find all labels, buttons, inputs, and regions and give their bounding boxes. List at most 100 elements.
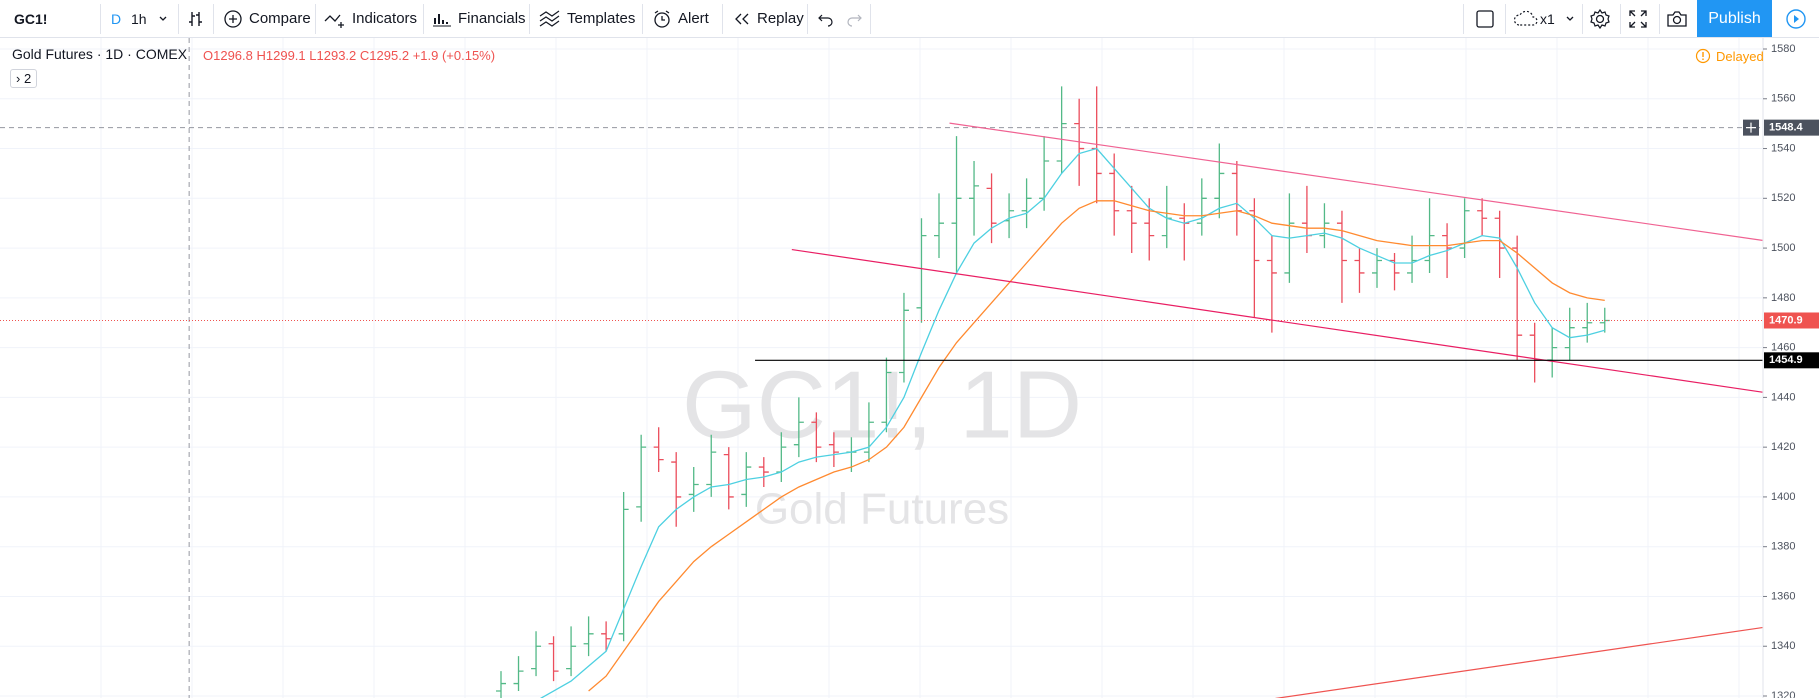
- undo-button[interactable]: [817, 0, 841, 37]
- ohlc-bar: [934, 193, 944, 259]
- ohlc-bar: [1266, 235, 1277, 333]
- ohlc-bar: [1021, 178, 1032, 229]
- separator: [213, 4, 214, 34]
- compare-label: Compare: [249, 10, 311, 27]
- separator: [1659, 4, 1660, 34]
- redo-button[interactable]: [845, 0, 869, 37]
- layout-button[interactable]: [1475, 0, 1501, 37]
- ohlc-bar: [1582, 302, 1593, 343]
- y-tick-label: 1420: [1771, 441, 1795, 453]
- zoom[interactable]: x1: [1540, 10, 1555, 27]
- y-tick-label: 1500: [1771, 242, 1795, 254]
- alert-label: Alert: [678, 10, 709, 27]
- settings-button[interactable]: [1589, 0, 1617, 37]
- separator: [870, 4, 871, 34]
- ohlc-bar: [1126, 185, 1137, 254]
- ohlc-bar: [916, 218, 927, 323]
- separator: [807, 4, 808, 34]
- zoom-chevron[interactable]: [1565, 0, 1581, 37]
- trend-line: [791, 248, 1763, 393]
- trend-line: [1275, 626, 1763, 698]
- ohlc-bar: [618, 491, 629, 642]
- interval-prefix[interactable]: D: [111, 10, 122, 27]
- snapshot-button[interactable]: [1666, 0, 1694, 37]
- trend-line: [949, 122, 1763, 241]
- separator: [642, 4, 643, 34]
- ohlc-bar: [811, 412, 822, 463]
- moving-average: [539, 147, 1605, 698]
- legend-open: O1296.8: [203, 48, 253, 63]
- indicators-label: Indicators: [352, 10, 418, 27]
- ohlc-bar: [1196, 178, 1207, 236]
- moving-average: [588, 200, 1605, 692]
- separator: [1620, 4, 1621, 34]
- financials-label: Financials: [458, 10, 526, 27]
- ohlc-bar: [583, 616, 594, 657]
- replay-button[interactable]: Replay: [733, 0, 804, 37]
- ohlc-bar: [566, 626, 577, 677]
- y-tick-label: 1320: [1771, 690, 1795, 698]
- interval-chevron[interactable]: [158, 0, 174, 37]
- bar-style[interactable]: [187, 0, 211, 37]
- last-price-label: 1470.9: [1769, 314, 1803, 326]
- ohlc-bar: [793, 397, 804, 458]
- alert-button[interactable]: Alert: [652, 0, 709, 37]
- separator: [315, 4, 316, 34]
- crosshair-price-label-bg: [1764, 119, 1819, 136]
- separator: [722, 4, 723, 34]
- stream-button[interactable]: [1785, 0, 1813, 37]
- legend-collapsed-count: 2: [23, 71, 32, 86]
- ohlc-bar: [531, 631, 542, 677]
- y-tick-label: 1360: [1771, 590, 1795, 602]
- y-tick-label: 1520: [1771, 192, 1795, 204]
- legend-close: C1295.2: [359, 48, 410, 63]
- ohlc-bar: [758, 457, 769, 487]
- ohlc-bar: [1389, 253, 1400, 291]
- separator: [100, 4, 101, 34]
- last-price-label-bg: [1764, 312, 1819, 329]
- ohlc-bar: [601, 621, 612, 652]
- financials-button[interactable]: Financials: [432, 0, 526, 37]
- crosshair-plus: [1746, 122, 1756, 133]
- y-tick-label: 1580: [1771, 43, 1795, 55]
- fullscreen-button[interactable]: [1628, 0, 1654, 37]
- compare-button[interactable]: Compare: [223, 0, 311, 37]
- delayed-status: Delayed: [1695, 48, 1764, 64]
- templates-label: Templates: [567, 10, 636, 27]
- legend-values: O1296.8 H1299.1 L1293.2 C1295.2 +1.9 (+0…: [203, 48, 495, 63]
- ohlc-bar: [688, 467, 699, 512]
- legend-high: H1299.1: [256, 48, 306, 63]
- crosshair-price-label: 1548.4: [1769, 122, 1804, 134]
- chart-background: [0, 38, 1819, 698]
- ohlc-bar: [1564, 307, 1575, 361]
- separator: [178, 4, 179, 34]
- ohlc-bar: [1424, 198, 1435, 273]
- y-tick-label: 1440: [1771, 391, 1795, 403]
- y-tick-label: 1400: [1771, 491, 1795, 503]
- ohlc-bar: [1354, 248, 1365, 293]
- indicators-button[interactable]: Indicators: [324, 0, 417, 37]
- ohlc-bar: [986, 173, 997, 244]
- publish-button[interactable]: Publish: [1697, 0, 1772, 37]
- horizontal-line-label: 1454.9: [1769, 354, 1803, 366]
- interval[interactable]: 1h: [131, 10, 147, 27]
- watermark: GC1!, 1D: [682, 351, 1082, 458]
- y-tick-label: 1380: [1771, 541, 1795, 553]
- y-tick-label: 1340: [1771, 640, 1795, 652]
- y-tick-label: 1460: [1771, 342, 1795, 354]
- ohlc-bar: [636, 434, 647, 522]
- separator: [1463, 4, 1464, 34]
- ohlc-bar: [653, 427, 664, 473]
- legend-toggle[interactable]: › 2: [10, 69, 38, 88]
- separator: [1505, 4, 1506, 34]
- replay-label: Replay: [757, 10, 804, 27]
- toolbar: GC1! D 1h Compare Indicators Financials …: [0, 0, 1819, 38]
- templates-button[interactable]: Templates: [539, 0, 635, 37]
- separator: [423, 4, 424, 34]
- separator: [529, 4, 530, 34]
- ohlc-bar: [1372, 248, 1382, 288]
- ohlc-bar: [548, 636, 559, 682]
- symbol[interactable]: GC1!: [14, 10, 48, 27]
